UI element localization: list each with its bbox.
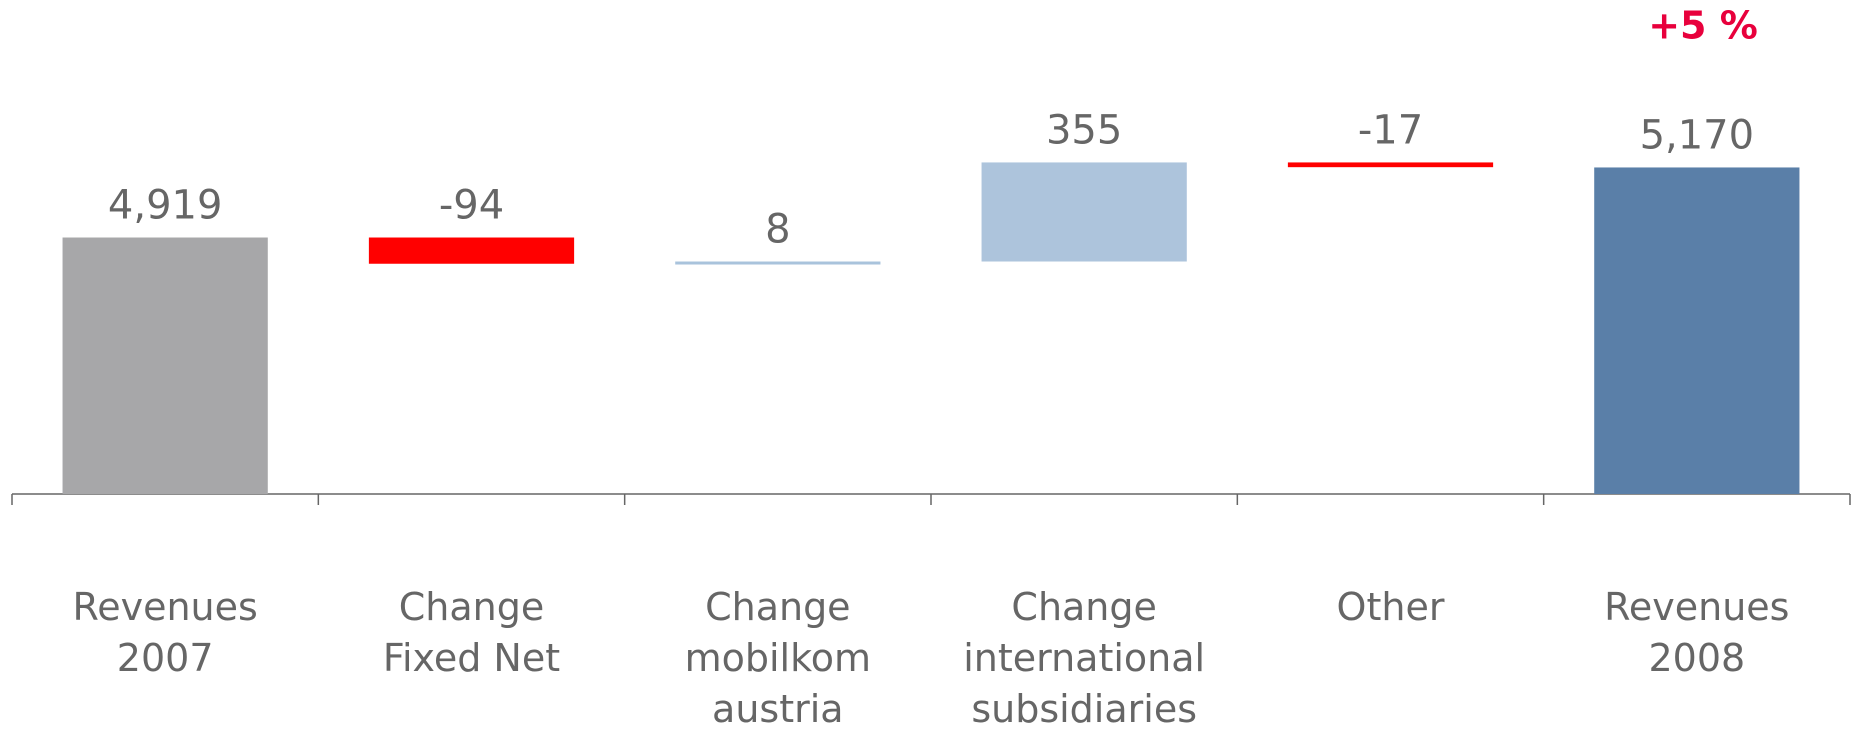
value-label: -94	[439, 183, 504, 229]
category-label: Revenues 2008	[1604, 585, 1790, 680]
value-label: -17	[1358, 107, 1423, 153]
category-label: Change Fixed Net	[382, 585, 561, 680]
bar	[1287, 162, 1494, 168]
bar	[1594, 167, 1800, 494]
category-label: Change mobilkom austria	[684, 585, 872, 731]
bar	[62, 237, 268, 494]
bar	[675, 261, 881, 265]
bar	[981, 162, 1187, 262]
category-label: Revenues 2007	[72, 585, 258, 680]
category-label: Change international subsidiaries	[963, 585, 1206, 731]
value-label: 4,919	[108, 183, 223, 229]
value-label: 355	[1046, 107, 1122, 153]
bar	[368, 237, 575, 264]
category-label: Other	[1336, 585, 1445, 629]
value-label: 5,170	[1640, 112, 1755, 158]
annotation: +5 %	[1648, 4, 1758, 48]
value-label: 8	[765, 207, 790, 253]
